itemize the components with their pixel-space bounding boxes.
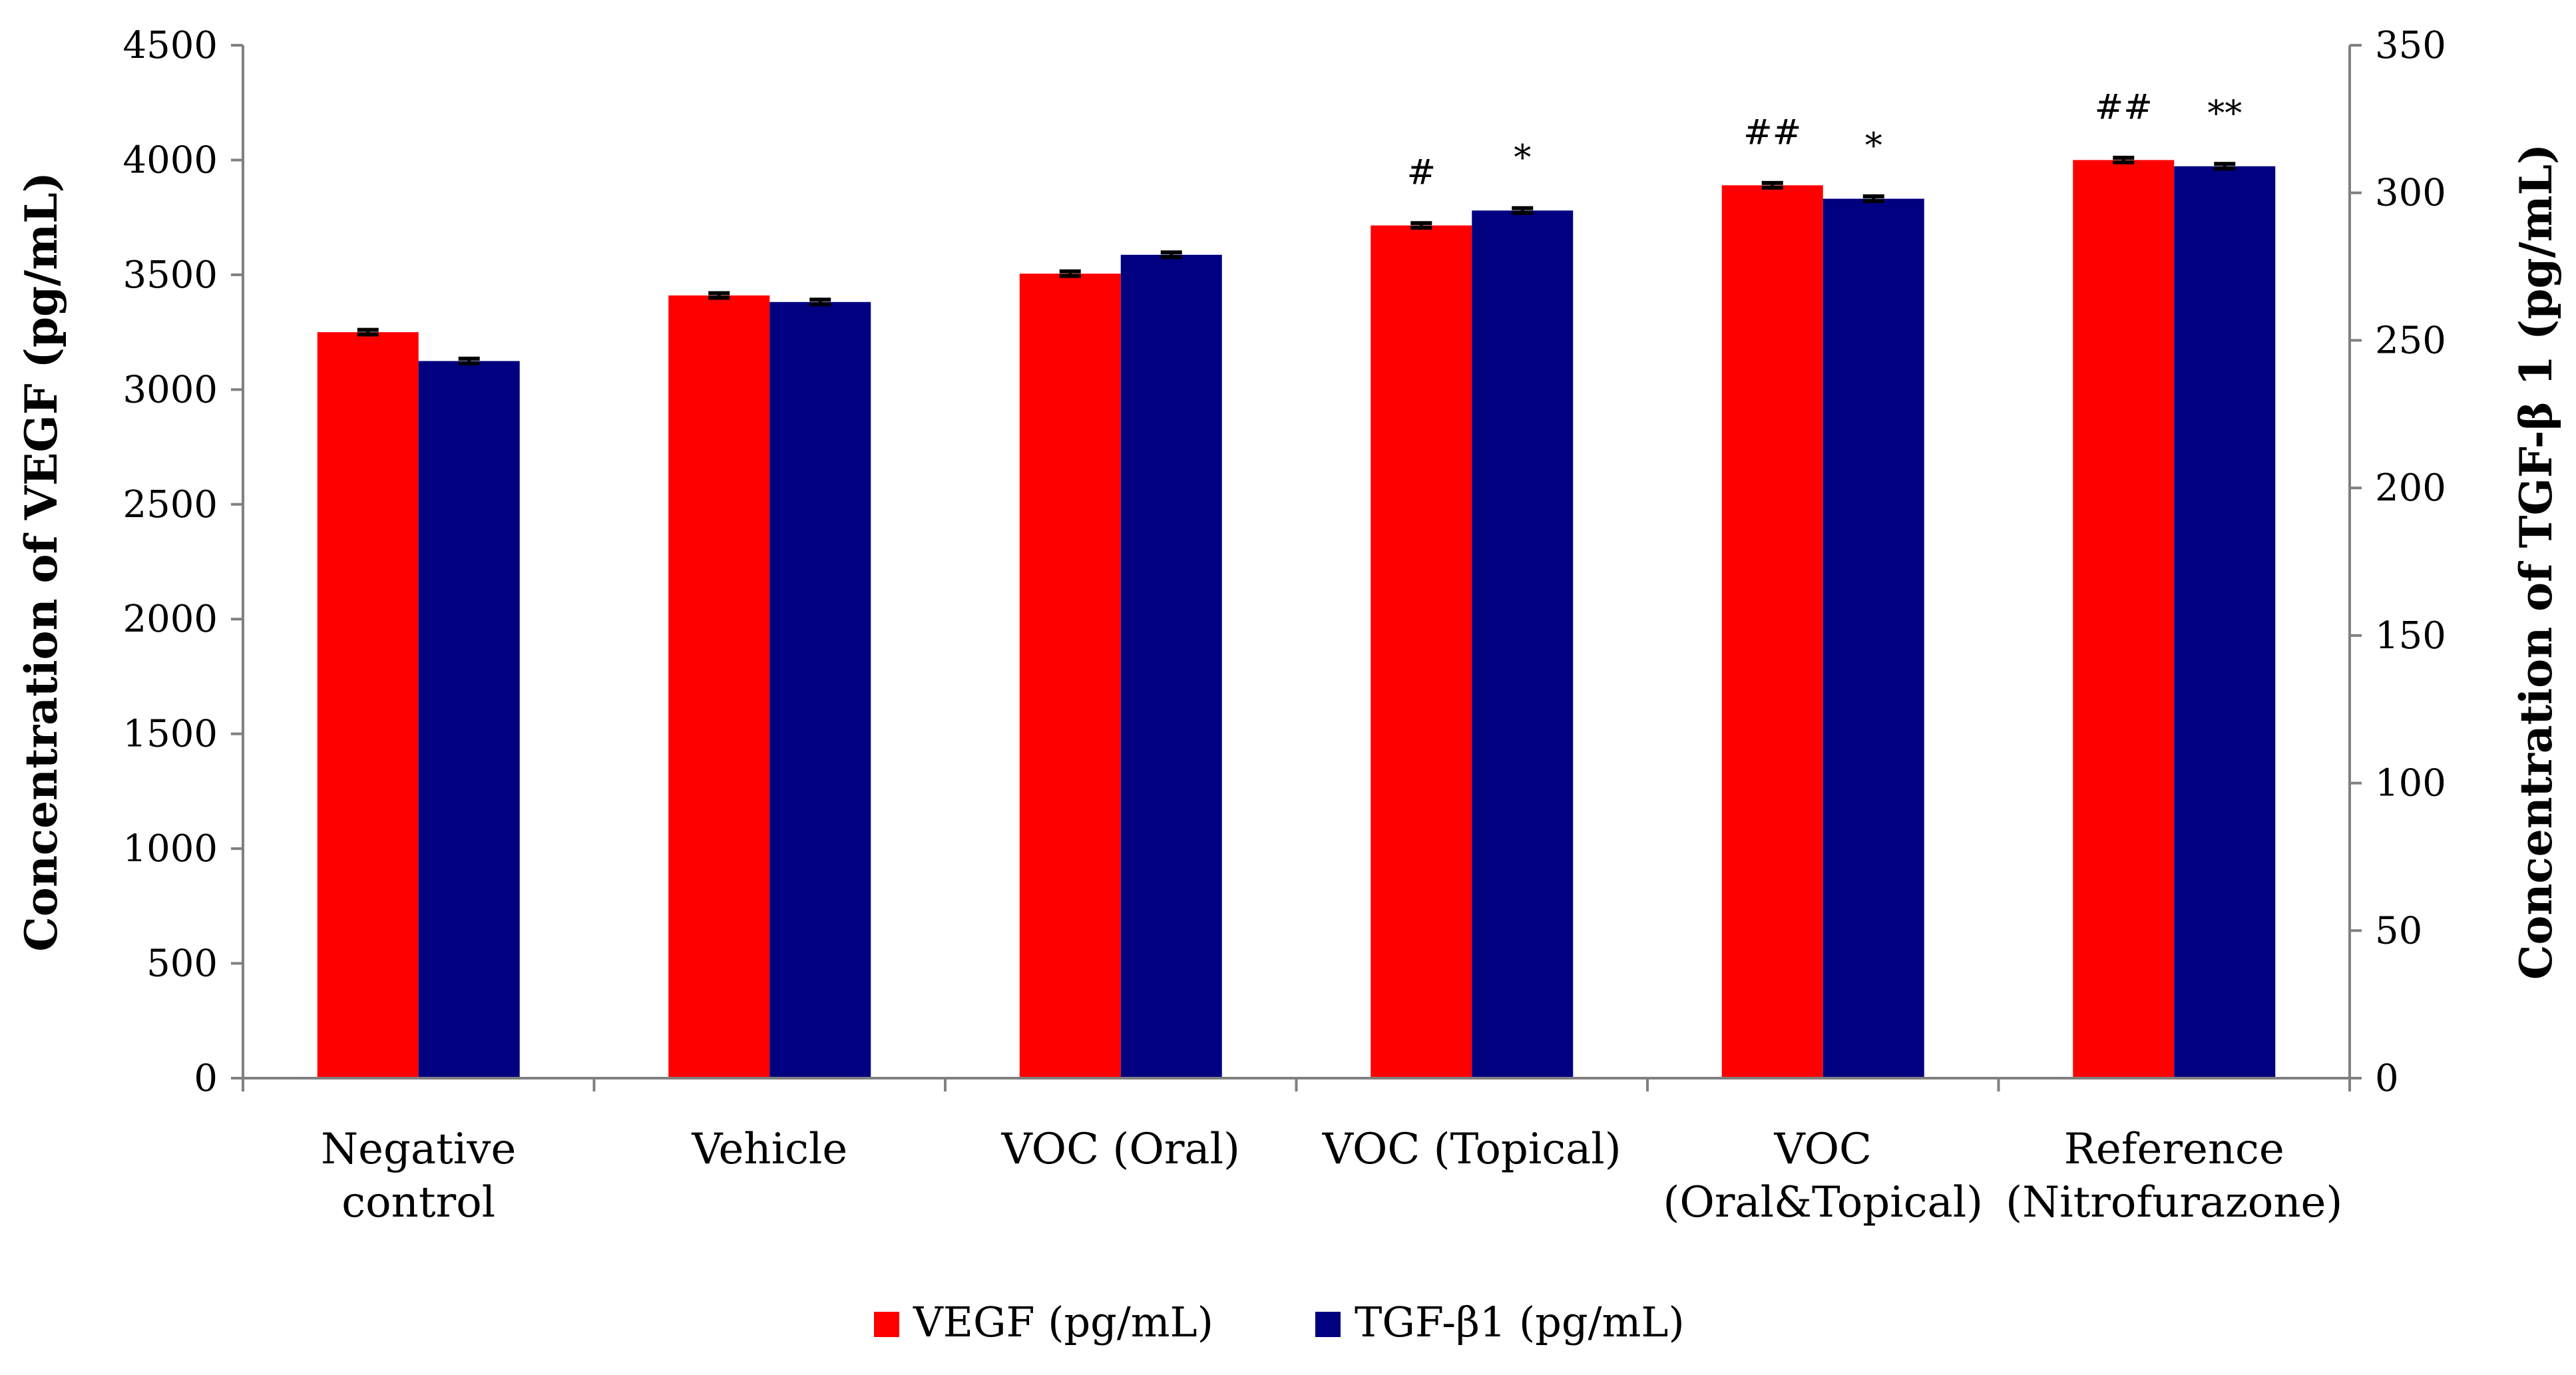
left-tick-label: 3500 (122, 254, 218, 297)
bar-tgf-b1 (1120, 254, 1222, 1079)
axes-layer (242, 45, 2351, 1080)
right-tick-label: 250 (2375, 319, 2446, 362)
left-tick-label: 1500 (122, 713, 218, 756)
right-tick-label: 150 (2375, 614, 2446, 658)
legend-label-tgf: TGF-β1 (pg/mL) (1355, 1298, 1685, 1346)
legend-swatch-vegf (874, 1312, 899, 1337)
left-tick-label: 4500 (122, 24, 218, 67)
bar-tgf-b1 (2174, 166, 2276, 1079)
bar-tgf-b1 (769, 301, 871, 1079)
left-tick-label: 4000 (122, 138, 218, 182)
bar-vegf (1019, 274, 1121, 1079)
significance-marker: ** (2207, 94, 2242, 134)
right-tick-label: 350 (2375, 24, 2446, 67)
significance-marker: ## (1743, 112, 1801, 152)
bar-vegf (1371, 225, 1472, 1078)
right-tick-label: 100 (2375, 762, 2446, 805)
bar-vegf (668, 295, 770, 1078)
bar-tgf-b1 (1823, 198, 1924, 1078)
bar-tgf-b1 (418, 361, 520, 1079)
right-axis-title: Concentration of TGF-β 1 (pg/mL) (2510, 144, 2562, 980)
category-label: Vehicle (691, 1125, 847, 1174)
significance-marker: # (1406, 153, 1436, 193)
left-tick-label: 2500 (122, 483, 218, 526)
left-tick-label: 0 (194, 1057, 218, 1100)
bar-tgf-b1 (1472, 210, 1574, 1078)
labels-layer: 0 500 1000 1500 2000 2500 3000 3500 4000 4500 0 50 1… (122, 24, 2446, 1227)
category-label: VOC (Oral) (1001, 1125, 1241, 1174)
category-label: (Nitrofurazone) (2006, 1178, 2342, 1227)
left-tick-label: 3000 (122, 368, 218, 411)
right-tick-label: 0 (2375, 1057, 2399, 1100)
significance-marker: * (1514, 138, 1531, 178)
category-label: VOC (1773, 1125, 1872, 1174)
category-label: Reference (2064, 1125, 2284, 1174)
category-label: VOC (Topical) (1322, 1125, 1621, 1174)
category-label: control (341, 1178, 495, 1227)
left-tick-label: 1000 (122, 827, 218, 871)
legend-swatch-tgf (1315, 1312, 1341, 1337)
bar-vegf (317, 332, 419, 1079)
significance-marker: ## (2095, 87, 2153, 127)
category-label: Negative (321, 1125, 516, 1174)
legend: VEGF (pg/mL) TGF-β1 (pg/mL) (874, 1298, 1685, 1346)
bar-vegf (2073, 160, 2175, 1078)
category-label: (Oral&Topical) (1663, 1178, 1983, 1227)
legend-label-vegf: VEGF (pg/mL) (913, 1298, 1213, 1346)
left-tick-label: 500 (146, 942, 218, 986)
left-axis-title: Concentration of VEGF (pg/mL) (15, 172, 67, 951)
bars-layer (317, 155, 2276, 1079)
bar-vegf (1721, 185, 1823, 1079)
ticks-layer (231, 44, 2362, 1091)
right-tick-label: 50 (2375, 909, 2422, 952)
right-tick-label: 300 (2375, 172, 2446, 215)
significance-marker: * (1865, 126, 1882, 166)
left-tick-label: 2000 (122, 598, 218, 641)
right-tick-label: 200 (2375, 467, 2446, 510)
